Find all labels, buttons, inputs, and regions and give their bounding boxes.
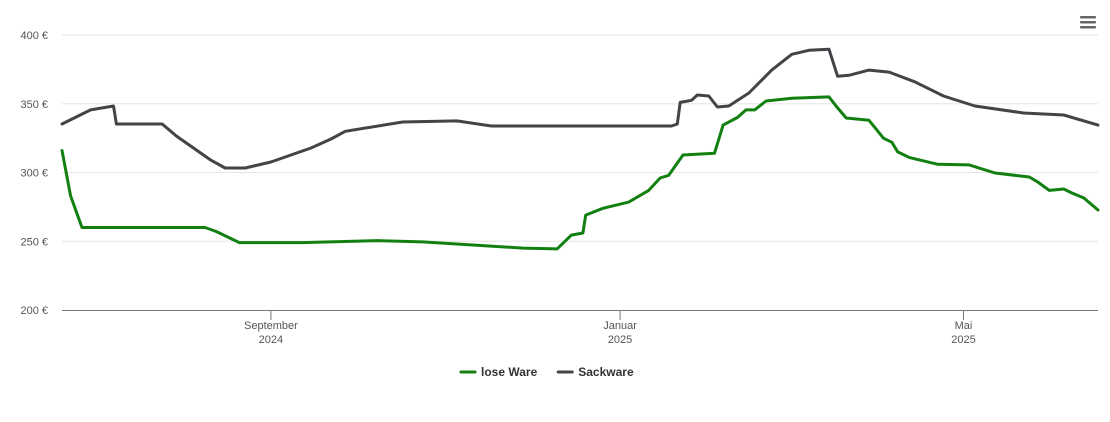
legend-label: lose Ware	[481, 365, 538, 379]
legend-item[interactable]: lose Ware	[459, 365, 538, 379]
legend-item[interactable]: Sackware	[556, 365, 634, 379]
y-tick-label: 250 €	[20, 236, 48, 248]
menu-icon[interactable]	[1078, 14, 1098, 30]
x-tick-label: September 2024	[244, 320, 298, 346]
y-tick-label: 350 €	[20, 99, 48, 111]
series-line	[60, 95, 1100, 251]
legend-label: Sackware	[578, 365, 634, 379]
x-tick-label: Mai 2025	[951, 320, 975, 346]
legend: lose Ware Sackware	[459, 365, 634, 379]
series-line	[60, 47, 1100, 170]
y-tick-label: 400 €	[20, 30, 48, 42]
x-tick-label: Januar 2025	[603, 320, 637, 346]
y-tick-label: 200 €	[20, 305, 48, 317]
y-tick-label: 300 €	[20, 168, 48, 180]
